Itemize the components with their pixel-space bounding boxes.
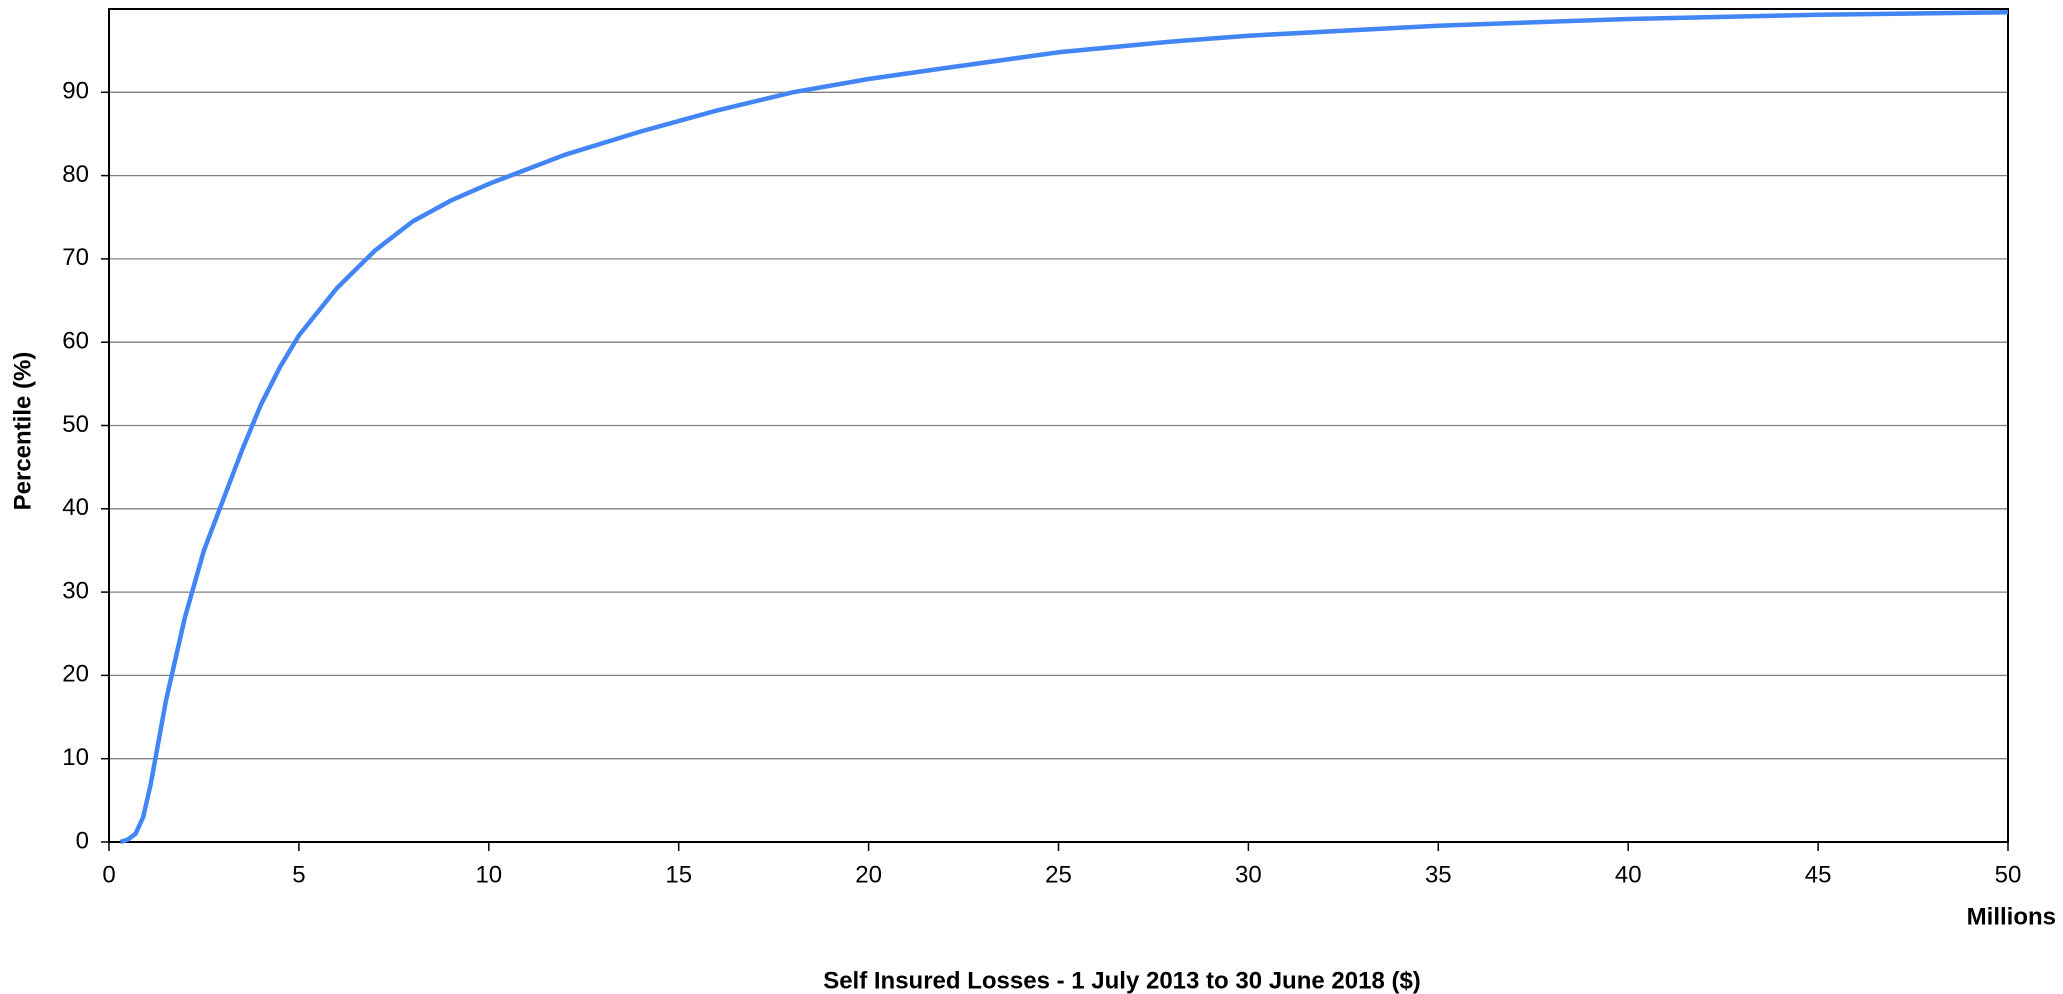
line bbox=[119, 10, 2009, 845]
y-tick-label: 70 bbox=[62, 244, 89, 271]
y-axis-label: Percentile (%) bbox=[9, 352, 36, 511]
x-tick-label: 15 bbox=[665, 861, 692, 888]
x-tick-label: 50 bbox=[1995, 861, 2022, 888]
x-tick-label: 45 bbox=[1805, 861, 1832, 888]
y-tick-label: 50 bbox=[62, 411, 89, 438]
x-tick-label: 10 bbox=[475, 861, 502, 888]
x-tick-label: 35 bbox=[1425, 861, 1452, 888]
y-tick-label: 60 bbox=[62, 328, 89, 355]
x-tick-label: 25 bbox=[1045, 861, 1072, 888]
plot-frame bbox=[108, 8, 2009, 843]
x-tick-label: 5 bbox=[292, 861, 305, 888]
x-tick-label: 30 bbox=[1235, 861, 1262, 888]
y-tick-label: 10 bbox=[62, 744, 89, 771]
y-tick-label: 90 bbox=[62, 78, 89, 105]
y-tick-label: 0 bbox=[76, 827, 89, 854]
y-tick-label: 80 bbox=[62, 161, 89, 188]
y-tick-label: 30 bbox=[62, 577, 89, 604]
x-tick-label: 40 bbox=[1615, 861, 1642, 888]
x-tick-label: 20 bbox=[855, 861, 882, 888]
x-axis-label: Self Insured Losses - 1 July 2013 to 30 … bbox=[823, 967, 1421, 994]
x-tick-label: 0 bbox=[102, 861, 115, 888]
y-tick-label: 40 bbox=[62, 494, 89, 521]
x-unit-label: Millions bbox=[1967, 903, 2056, 930]
y-tick-label: 20 bbox=[62, 661, 89, 688]
